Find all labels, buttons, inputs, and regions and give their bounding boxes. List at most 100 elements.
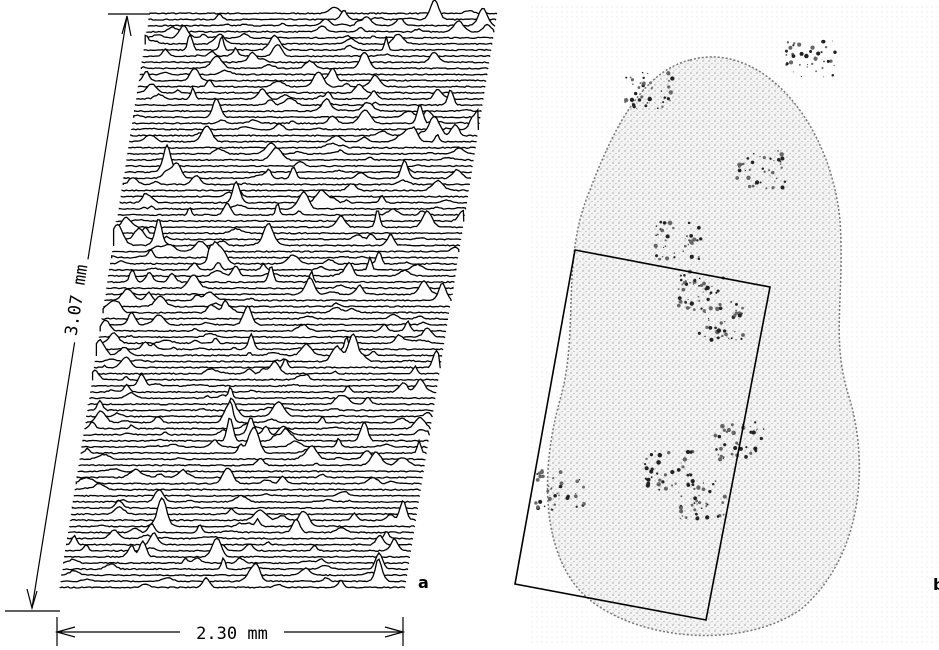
speck bbox=[702, 291, 703, 292]
speck bbox=[730, 301, 732, 303]
speck bbox=[678, 492, 679, 493]
trace bbox=[142, 52, 489, 63]
speck bbox=[733, 314, 736, 317]
speck bbox=[769, 175, 770, 176]
speck bbox=[749, 169, 751, 171]
speck bbox=[655, 234, 657, 236]
speck bbox=[816, 51, 820, 55]
speck bbox=[721, 501, 724, 504]
speck bbox=[651, 87, 653, 89]
speck bbox=[648, 97, 652, 101]
panel-label: b bbox=[933, 575, 939, 594]
speck bbox=[664, 487, 668, 491]
speck bbox=[731, 453, 734, 456]
speck bbox=[717, 336, 720, 339]
speck bbox=[745, 446, 747, 448]
speck bbox=[575, 479, 579, 483]
speck bbox=[544, 506, 546, 508]
speck bbox=[708, 318, 709, 319]
speck bbox=[688, 222, 691, 225]
speck bbox=[746, 157, 749, 160]
speck bbox=[750, 426, 751, 427]
speck bbox=[582, 486, 585, 489]
speck bbox=[746, 176, 750, 180]
speck bbox=[695, 513, 698, 516]
speck bbox=[786, 62, 789, 65]
speck bbox=[813, 57, 817, 61]
speck bbox=[668, 80, 670, 82]
speck bbox=[714, 327, 717, 330]
speck bbox=[646, 102, 648, 104]
speck bbox=[686, 306, 690, 310]
speck bbox=[719, 307, 723, 311]
speck bbox=[688, 244, 689, 245]
speck bbox=[735, 176, 739, 180]
speck bbox=[666, 71, 670, 75]
trace bbox=[116, 211, 462, 228]
speck bbox=[672, 227, 674, 229]
speck bbox=[656, 482, 660, 486]
speck bbox=[681, 465, 684, 468]
speck bbox=[719, 447, 723, 451]
speck bbox=[681, 284, 683, 286]
speck bbox=[659, 221, 662, 224]
speck bbox=[773, 160, 774, 161]
speck bbox=[698, 495, 700, 497]
speck bbox=[748, 185, 751, 188]
speck bbox=[661, 480, 664, 483]
speck bbox=[548, 497, 552, 501]
speck bbox=[654, 244, 658, 248]
speck bbox=[558, 495, 560, 497]
speck bbox=[777, 150, 778, 151]
speck bbox=[804, 54, 808, 58]
speck bbox=[789, 46, 792, 49]
speck bbox=[664, 473, 667, 476]
speck bbox=[751, 161, 754, 164]
trace bbox=[117, 211, 463, 222]
speck bbox=[693, 284, 694, 285]
speck bbox=[693, 496, 697, 500]
speck bbox=[703, 482, 704, 483]
speck bbox=[740, 338, 742, 340]
speck bbox=[667, 451, 670, 454]
speck bbox=[823, 76, 824, 77]
speck bbox=[698, 300, 700, 302]
speck bbox=[678, 288, 680, 290]
speck bbox=[644, 104, 647, 107]
speck bbox=[823, 61, 825, 63]
speck bbox=[680, 518, 682, 520]
speck bbox=[680, 275, 682, 277]
speck bbox=[744, 455, 748, 459]
speck bbox=[632, 83, 634, 85]
trace bbox=[120, 182, 466, 204]
speck bbox=[663, 221, 667, 225]
speck bbox=[647, 478, 651, 482]
speck bbox=[821, 40, 825, 44]
speck bbox=[754, 421, 756, 423]
speck bbox=[718, 454, 720, 456]
speck bbox=[699, 278, 701, 280]
speck bbox=[760, 437, 763, 440]
speck bbox=[686, 235, 688, 237]
speck bbox=[661, 90, 662, 91]
speck bbox=[715, 292, 717, 294]
speck bbox=[683, 457, 687, 461]
speck bbox=[689, 234, 693, 238]
speck bbox=[691, 242, 694, 245]
speck bbox=[769, 158, 771, 160]
speck bbox=[667, 97, 670, 100]
speck bbox=[715, 448, 718, 451]
trace bbox=[74, 492, 419, 497]
speck bbox=[806, 66, 807, 67]
speck bbox=[745, 170, 746, 171]
speck bbox=[579, 479, 580, 480]
speck bbox=[765, 187, 767, 189]
speck bbox=[726, 431, 728, 433]
speck bbox=[717, 515, 720, 518]
speck bbox=[741, 333, 745, 337]
speck bbox=[690, 255, 694, 259]
height-label: 3.07 mm bbox=[62, 263, 93, 337]
speck bbox=[634, 92, 637, 95]
speck bbox=[811, 63, 813, 65]
trace bbox=[118, 203, 464, 215]
